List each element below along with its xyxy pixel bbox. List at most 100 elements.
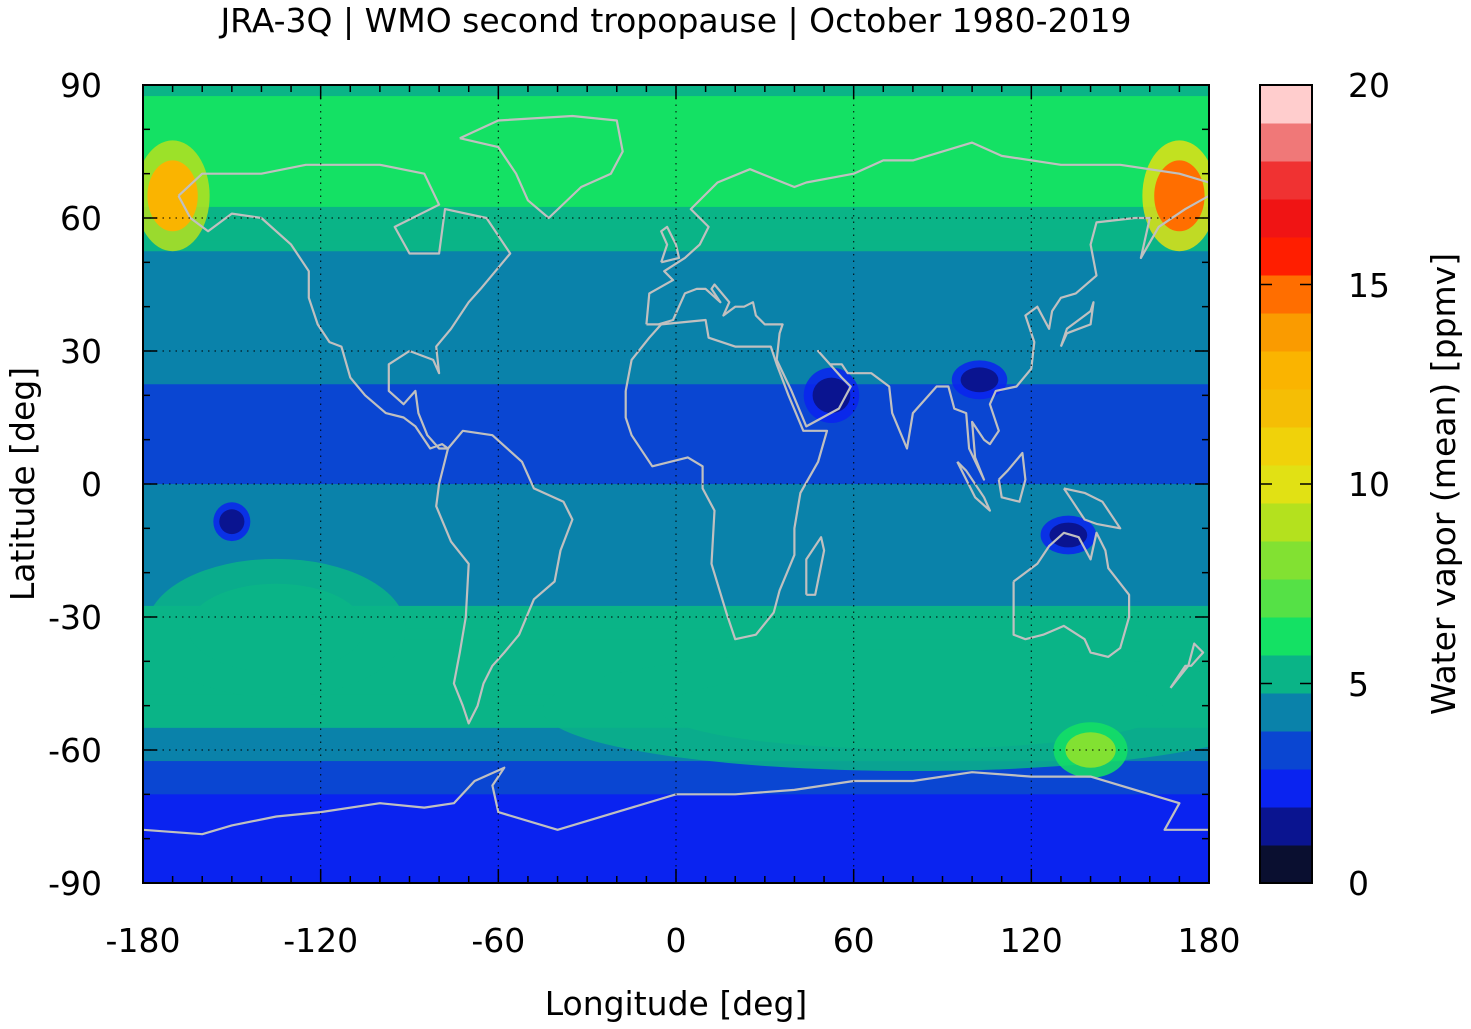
coastline-antarctica	[143, 766, 1209, 836]
colorbar-segment	[1260, 389, 1312, 428]
colorbar-segment	[1260, 731, 1312, 770]
x-tick-label: -180	[106, 921, 181, 960]
y-tick-label: 60	[60, 199, 102, 238]
colorbar-segment	[1260, 769, 1312, 808]
y-tick-label: 90	[60, 66, 102, 105]
colorbar-segment	[1260, 617, 1312, 656]
y-tick-labels: 90 60 30 0 -30 -60 -90	[48, 66, 102, 903]
colorbar-segment	[1260, 693, 1312, 732]
field-band	[143, 439, 1209, 452]
field-band	[143, 761, 1209, 773]
field-band	[143, 206, 1209, 219]
grid-lines	[143, 85, 1209, 883]
x-tick-label: -120	[283, 921, 358, 960]
field-band	[143, 539, 1209, 552]
colorbar-segment	[1260, 313, 1312, 352]
coastline-new-zealand	[1169, 642, 1205, 689]
x-tick-label: 120	[1000, 921, 1063, 960]
map-plot-area	[143, 85, 1209, 883]
coastline-madagascar	[805, 536, 826, 596]
field-band	[143, 594, 1209, 607]
x-tick-label: 180	[1178, 921, 1241, 960]
field-band	[143, 650, 1209, 662]
field-region-core	[188, 583, 365, 673]
field-band	[143, 184, 1209, 197]
colorbar-segment	[1260, 275, 1312, 314]
field-band	[143, 107, 1209, 119]
y-tick-label: 30	[60, 332, 102, 371]
colorbar-segment	[1260, 541, 1312, 580]
coastline-uk	[660, 225, 681, 264]
colorbar-ticks	[1260, 84, 1312, 884]
field-band	[143, 195, 1209, 208]
field-band	[143, 273, 1209, 286]
coastline-japan	[1059, 301, 1095, 348]
colorbar-tick-label: 15	[1348, 266, 1390, 305]
x-tick-label: 0	[666, 921, 687, 960]
field-region-core	[219, 509, 245, 535]
field-band	[143, 495, 1209, 507]
coastline-north-america	[177, 163, 512, 450]
colorbar-segment	[1260, 845, 1312, 884]
field-band	[143, 583, 1209, 596]
field-band	[143, 140, 1209, 153]
x-tick-label: -60	[471, 921, 525, 960]
field-band	[143, 96, 1209, 108]
colorbar-tick-label: 5	[1348, 665, 1369, 704]
field-band	[143, 251, 1209, 263]
field-band	[143, 351, 1209, 363]
coastline-south-america	[435, 429, 574, 725]
field-band	[143, 373, 1209, 385]
colorbar-segment	[1260, 807, 1312, 846]
field-band	[143, 783, 1209, 795]
field-band	[143, 572, 1209, 585]
colorbar	[1260, 85, 1312, 884]
coastline-new-guinea	[1062, 487, 1122, 530]
colorbar-segment	[1260, 579, 1312, 618]
field-region-core	[1065, 732, 1116, 768]
colorbar-tick-label: 0	[1348, 864, 1369, 903]
x-axis-label: Longitude [deg]	[545, 984, 808, 1023]
field-region	[143, 794, 1209, 883]
colorbar-tick-label: 10	[1348, 465, 1390, 504]
field-band	[143, 772, 1209, 784]
chart-title: JRA-3Q | WMO second tropopause | October…	[218, 1, 1131, 40]
coastline-greenland	[459, 114, 624, 220]
colorbar-tick-label: 20	[1348, 66, 1390, 105]
field-band	[143, 129, 1209, 142]
y-tick-label: 0	[81, 465, 102, 504]
y-tick-label: -30	[48, 598, 102, 637]
y-axis-label: Latitude [deg]	[3, 367, 42, 601]
field-region-core	[812, 377, 851, 414]
field-band	[143, 395, 1209, 408]
field-band	[143, 218, 1209, 230]
coastline-indonesia-borneo	[997, 451, 1027, 503]
axis-ticks	[142, 84, 1210, 884]
field-band	[143, 284, 1209, 297]
field-band	[143, 506, 1209, 518]
colorbar-segment	[1260, 427, 1312, 466]
field-region-core	[661, 671, 1165, 750]
field-band	[143, 517, 1209, 529]
field-band	[143, 617, 1209, 629]
field-band	[143, 295, 1209, 308]
field-band	[143, 328, 1209, 341]
colorbar-segment	[1260, 351, 1312, 390]
colorbar-label: Water vapor (mean) [ppmv]	[1424, 253, 1463, 715]
colorbar-tick-labels: 0 5 10 15 20	[1348, 66, 1390, 903]
colorbar-segment	[1260, 161, 1312, 200]
y-tick-label: -90	[48, 864, 102, 903]
field-region-core	[960, 367, 999, 393]
coastlines	[143, 114, 1209, 836]
field-band	[143, 428, 1209, 441]
field-band	[143, 472, 1209, 485]
coastline-eurasia	[645, 141, 1209, 481]
y-tick-label: -60	[48, 731, 102, 770]
field-region-core	[147, 160, 198, 232]
colorbar-segment	[1260, 503, 1312, 542]
field-band	[143, 484, 1209, 496]
field-band	[143, 406, 1209, 419]
coastline-sumatra	[956, 461, 991, 512]
coastline-africa	[624, 318, 829, 641]
